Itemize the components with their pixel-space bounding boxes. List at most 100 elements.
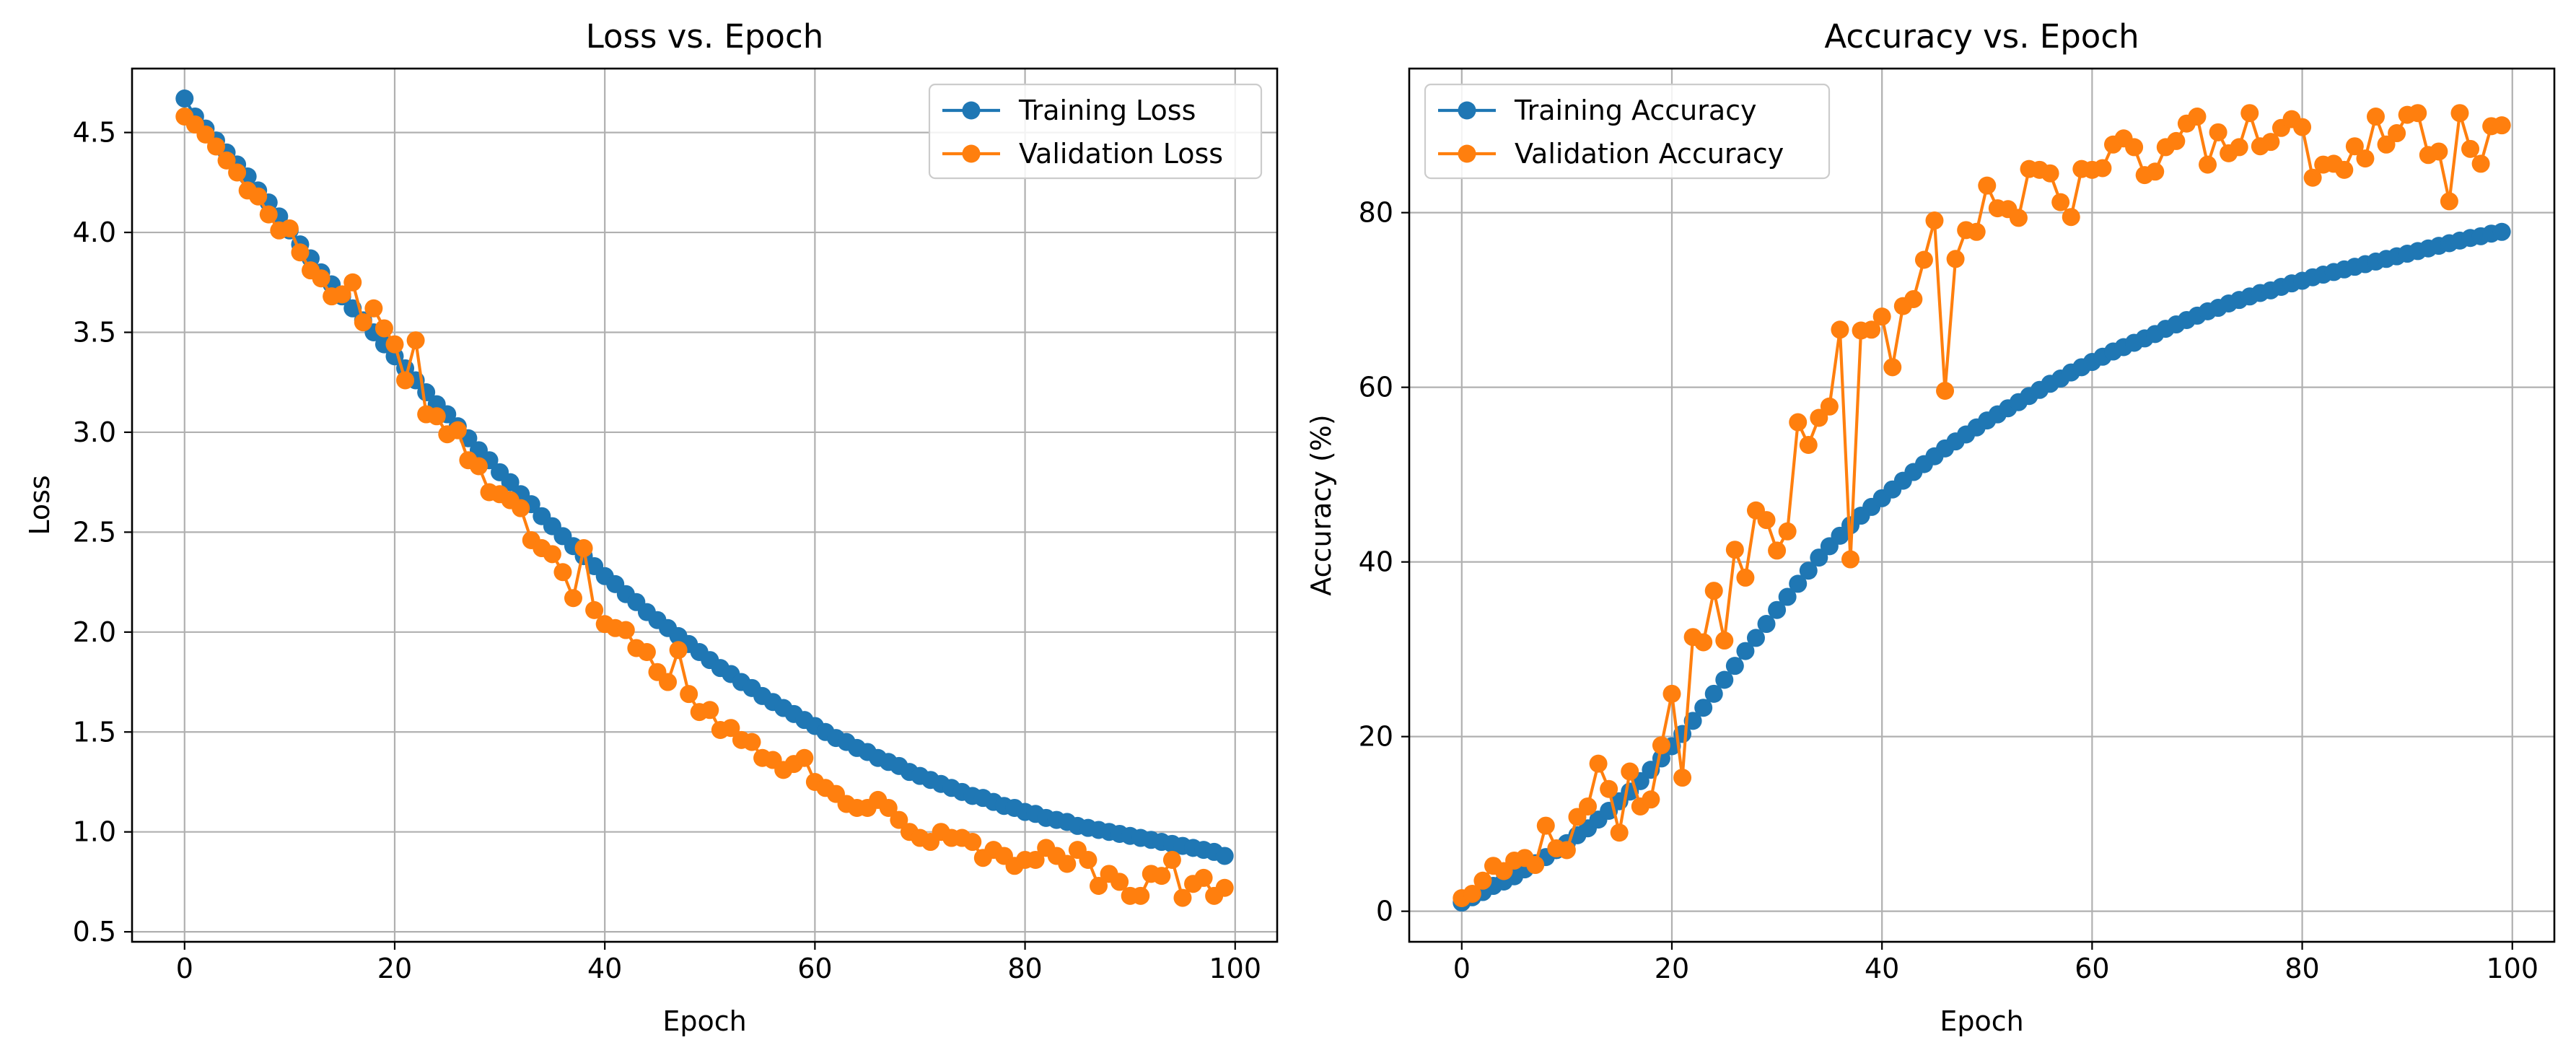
loss-y-tick-label: 0.5	[73, 916, 116, 948]
accuracy-data-point	[2293, 118, 2312, 136]
loss-data-point	[249, 187, 268, 206]
accuracy-data-point	[2471, 154, 2490, 173]
accuracy-data-point	[2409, 104, 2427, 123]
loss-y-tick-label: 3.0	[73, 416, 116, 448]
loss-x-tick-label: 100	[1209, 953, 1261, 984]
loss-data-point	[280, 219, 299, 238]
loss-data-point	[374, 319, 393, 338]
accuracy-data-point	[2209, 123, 2227, 141]
loss-y-tick-label: 2.5	[73, 516, 116, 548]
accuracy-data-point	[1967, 222, 1986, 241]
loss-data-point	[217, 151, 236, 170]
accuracy-data-point	[1789, 413, 1808, 432]
loss-data-point	[196, 125, 215, 144]
loss-data-point	[333, 285, 351, 304]
accuracy-data-point	[2461, 139, 2480, 158]
loss-legend: Training Loss Validation Loss	[928, 83, 1263, 180]
loss-legend-item: Training Loss	[942, 95, 1196, 126]
accuracy-data-point	[1725, 657, 1744, 676]
loss-data-point	[354, 313, 372, 332]
loss-data-point	[742, 733, 761, 751]
loss-data-point	[680, 685, 698, 704]
accuracy-data-point	[1978, 176, 1997, 195]
loss-data-point	[206, 137, 225, 156]
accuracy-y-tick-label: 60	[1359, 372, 1393, 403]
accuracy-data-point	[2492, 116, 2511, 135]
accuracy-data-point	[2125, 138, 2144, 157]
loss-y-tick-label: 4.5	[73, 117, 116, 149]
accuracy-data-point	[2366, 108, 2385, 126]
accuracy-data-point	[2051, 193, 2070, 211]
loss-data-point	[543, 545, 561, 564]
loss-data-point	[228, 163, 247, 182]
loss-data-point	[574, 539, 593, 558]
accuracy-data-point	[1799, 561, 1818, 580]
accuracy-data-point	[1536, 816, 1555, 835]
loss-x-tick-label: 0	[176, 953, 193, 984]
loss-data-point	[659, 673, 678, 691]
loss-data-point	[637, 643, 656, 662]
loss-chart: 0 20 40 60 80 100 0.5 1.0 1.5 2.0 2.5 3.0 3.5 4.0 4.5 L…	[24, 17, 1279, 1037]
accuracy-data-point	[1704, 582, 1723, 600]
loss-y-tick-label: 4.0	[73, 217, 116, 248]
accuracy-data-point	[1662, 684, 1681, 703]
loss-data-point	[616, 621, 635, 639]
accuracy-x-tick-label: 40	[1865, 953, 1899, 984]
accuracy-x-tick-label: 60	[2075, 953, 2109, 984]
loss-data-point	[364, 299, 383, 318]
loss-data-point	[1089, 876, 1108, 895]
accuracy-y-tick-label: 0	[1376, 896, 1393, 927]
accuracy-data-point	[1904, 289, 1923, 308]
accuracy-legend: Training Accuracy Validation Accuracy	[1424, 83, 1831, 180]
loss-data-point	[553, 563, 572, 582]
accuracy-legend-item: Training Accuracy	[1438, 95, 1757, 126]
accuracy-data-point	[2450, 104, 2469, 123]
loss-grid	[132, 69, 1277, 942]
loss-data-point	[1131, 886, 1150, 905]
accuracy-legend-label: Training Accuracy	[1514, 95, 1757, 126]
accuracy-data-point	[2440, 192, 2458, 211]
accuracy-data-point	[1694, 633, 1713, 652]
accuracy-chart: 0 20 40 60 80 100 0 20 40 60 80 Accuracy vs. Epoch E…	[1305, 17, 2556, 1037]
accuracy-data-point	[1778, 587, 1797, 606]
loss-data-point	[291, 243, 310, 262]
accuracy-data-point	[2240, 104, 2259, 123]
accuracy-legend-swatch-marker	[1458, 101, 1476, 120]
loss-x-tick-label: 40	[587, 953, 622, 984]
accuracy-data-point	[2199, 155, 2217, 174]
accuracy-data-point	[1746, 629, 1765, 647]
loss-data-point	[1215, 878, 1234, 897]
loss-data-point	[406, 331, 425, 350]
loss-data-point	[890, 810, 908, 829]
accuracy-legend-box	[1424, 83, 1831, 180]
accuracy-data-point	[1642, 790, 1660, 809]
loss-data-point	[343, 273, 362, 292]
accuracy-data-point	[2188, 108, 2207, 126]
accuracy-data-point	[1736, 642, 1755, 660]
accuracy-data-point	[1473, 871, 1492, 890]
accuracy-data-point	[1652, 736, 1670, 755]
accuracy-data-point	[1872, 307, 1891, 326]
accuracy-data-point	[1673, 769, 1692, 787]
accuracy-data-point	[1526, 856, 1545, 875]
loss-y-tick-label: 2.0	[73, 616, 116, 648]
loss-data-point	[669, 641, 688, 660]
accuracy-x-tick-label: 80	[2284, 953, 2319, 984]
accuracy-y-tick-label: 40	[1359, 546, 1393, 578]
accuracy-data-point	[1757, 511, 1776, 530]
loss-data-point	[701, 701, 719, 720]
loss-y-tick-label: 1.0	[73, 816, 116, 848]
accuracy-data-point	[1715, 631, 1734, 650]
loss-axes-frame	[131, 67, 1279, 943]
accuracy-y-tick-label: 80	[1359, 197, 1393, 229]
loss-legend-label: Validation Loss	[1019, 138, 1223, 170]
loss-y-tick-label: 1.5	[73, 716, 116, 748]
loss-data-point	[722, 719, 740, 738]
accuracy-data-point	[2303, 168, 2322, 187]
accuracy-data-point	[2146, 162, 2165, 181]
loss-legend-swatch-marker	[962, 144, 981, 163]
loss-data-point	[795, 748, 814, 767]
accuracy-x-tick-label: 100	[2486, 953, 2538, 984]
accuracy-data-point	[2041, 164, 2059, 183]
